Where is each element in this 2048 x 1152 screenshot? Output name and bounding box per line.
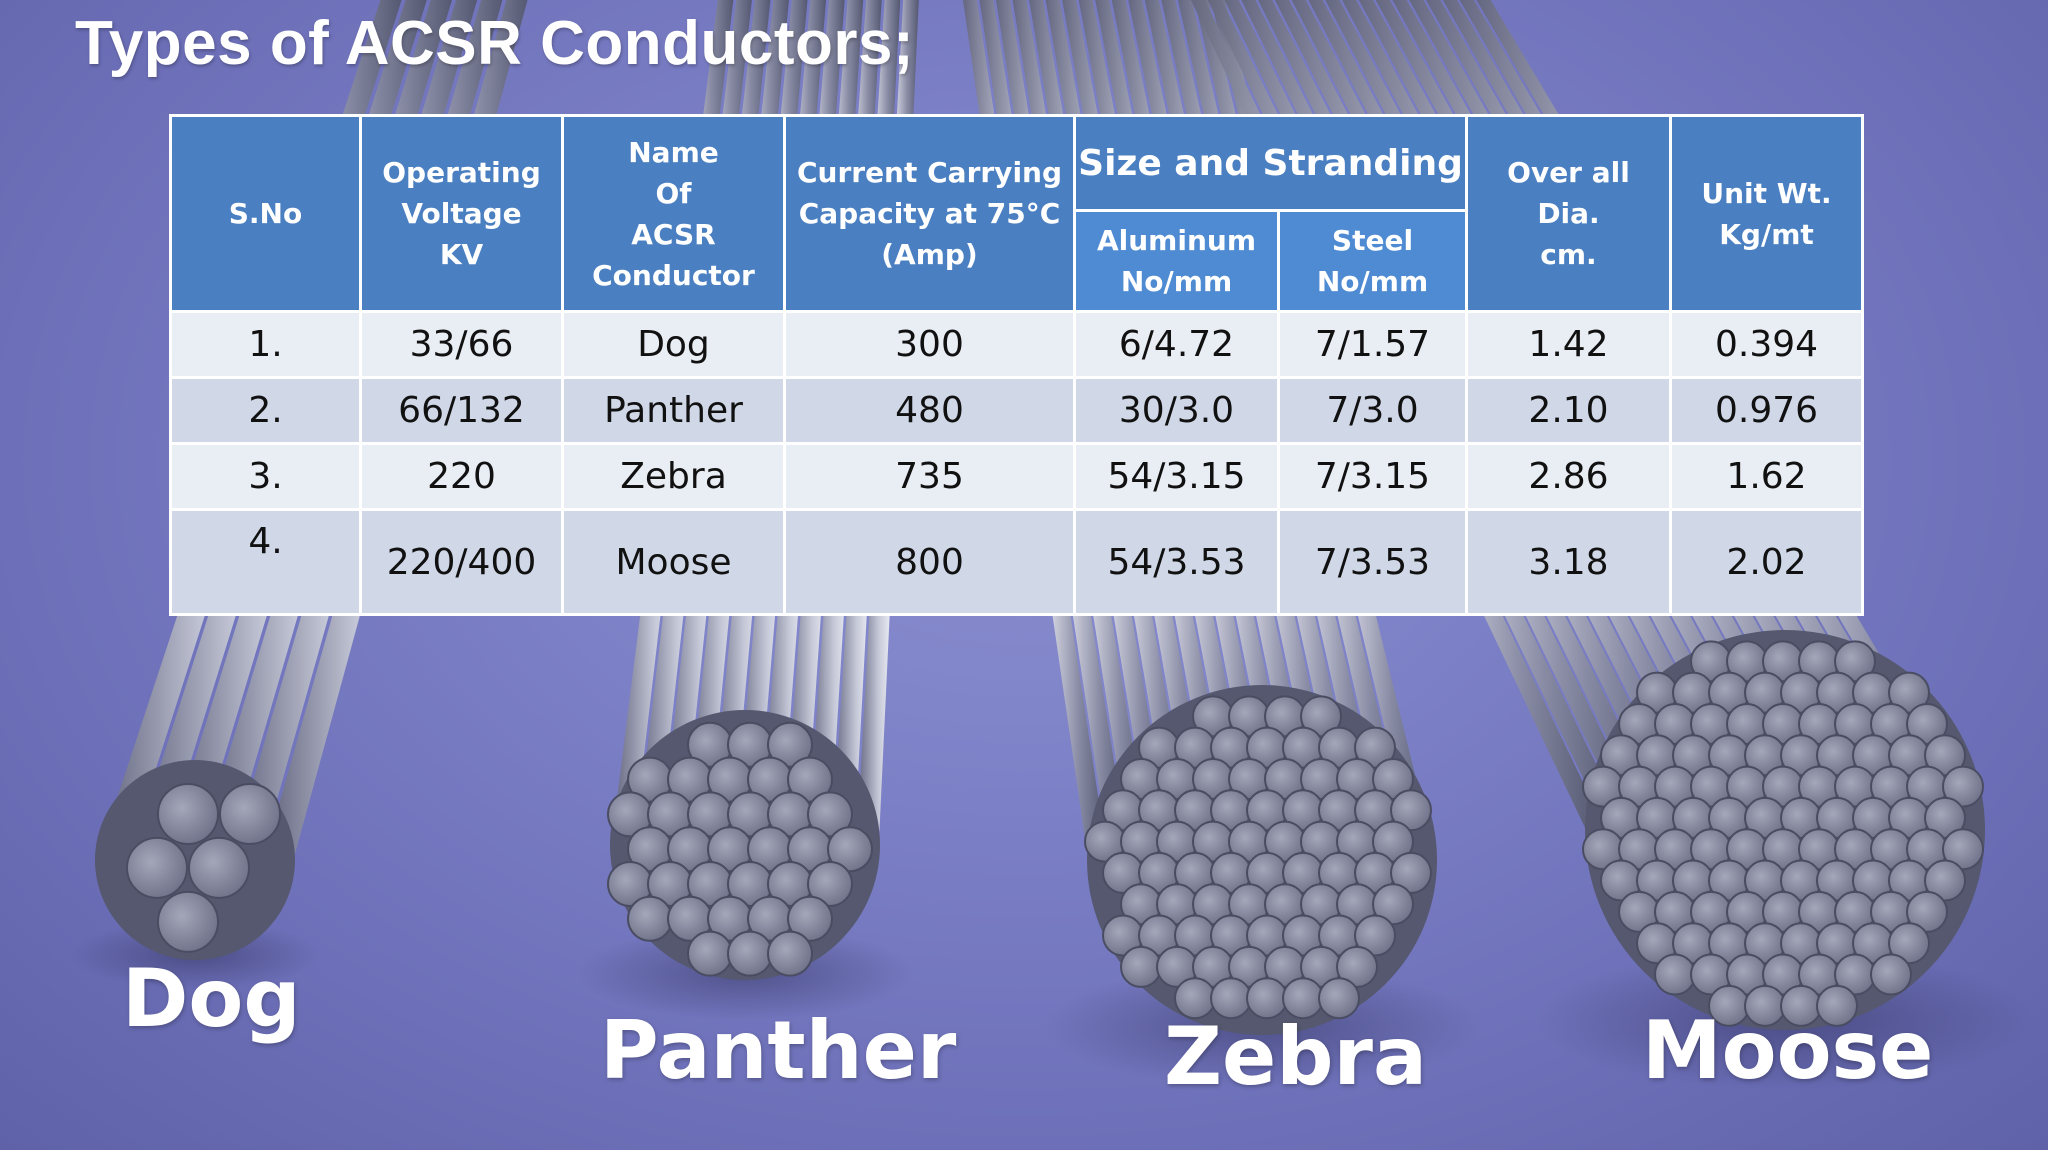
cell-dia: 1.42	[1465, 309, 1672, 380]
header-name: Name Of ACSR Conductor	[561, 114, 786, 313]
acsr-spec-table: S.No Operating Voltage KV Name Of ACSR C…	[169, 114, 1864, 616]
header-weight-text: Unit Wt. Kg/mt	[1701, 176, 1832, 251]
cell-name: Dog	[561, 309, 786, 380]
cell-steel: 7/1.57	[1277, 309, 1468, 380]
header-current-text: Current Carrying Capacity at 75°C (Amp)	[796, 156, 1063, 271]
table-row: 3. 220 Zebra 735 54/3.15 7/3.15 2.86 1.6…	[169, 442, 1864, 512]
header-voltage-text: Operating Voltage KV	[382, 156, 541, 271]
cell-weight: 1.62	[1669, 442, 1864, 512]
cell-dia: 3.18	[1465, 508, 1672, 616]
cell-aluminum: 6/4.72	[1073, 309, 1280, 380]
header-size-group: Size and Stranding	[1073, 114, 1468, 212]
cell-current: 735	[783, 442, 1076, 512]
cell-sno: 2.	[169, 376, 362, 446]
table-row: 4. 220/400 Moose 800 54/3.53 7/3.53 3.18…	[169, 508, 1864, 616]
cell-weight: 0.394	[1669, 309, 1864, 380]
header-name-text: Name Of ACSR Conductor	[592, 135, 755, 292]
cell-voltage: 66/132	[359, 376, 564, 446]
header-dia-text: Over all Dia. cm.	[1507, 156, 1630, 271]
cell-voltage: 220/400	[359, 508, 564, 616]
label-panther: Panther	[600, 1004, 957, 1097]
label-dog: Dog	[122, 952, 301, 1045]
cell-sno: 1.	[169, 309, 362, 380]
cell-name: Panther	[561, 376, 786, 446]
header-current: Current Carrying Capacity at 75°C (Amp)	[783, 114, 1076, 313]
cell-aluminum: 30/3.0	[1073, 376, 1280, 446]
header-weight: Unit Wt. Kg/mt	[1669, 114, 1864, 313]
cell-current: 300	[783, 309, 1076, 380]
cell-weight: 2.02	[1669, 508, 1864, 616]
cell-steel: 7/3.53	[1277, 508, 1468, 616]
cell-name: Zebra	[561, 442, 786, 512]
label-zebra: Zebra	[1164, 1010, 1427, 1103]
label-moose: Moose	[1642, 1004, 1934, 1097]
cell-aluminum: 54/3.15	[1073, 442, 1280, 512]
header-aluminum: Aluminum No/mm	[1073, 209, 1280, 313]
cell-steel: 7/3.0	[1277, 376, 1468, 446]
cell-voltage: 220	[359, 442, 564, 512]
table-row: 1. 33/66 Dog 300 6/4.72 7/1.57 1.42 0.39…	[169, 309, 1864, 380]
cell-weight: 0.976	[1669, 376, 1864, 446]
header-dia: Over all Dia. cm.	[1465, 114, 1672, 313]
header-size-group-text: Size and Stranding	[1078, 142, 1463, 184]
header-sno: S.No	[169, 114, 362, 313]
header-sno-text: S.No	[228, 197, 303, 230]
cell-name: Moose	[561, 508, 786, 616]
cell-sno: 4.	[169, 508, 362, 616]
cell-sno: 3.	[169, 442, 362, 512]
cell-current: 800	[783, 508, 1076, 616]
cell-voltage: 33/66	[359, 309, 564, 380]
table-row: 2. 66/132 Panther 480 30/3.0 7/3.0 2.10 …	[169, 376, 1864, 446]
header-voltage: Operating Voltage KV	[359, 114, 564, 313]
header-row: S.No Operating Voltage KV Name Of ACSR C…	[169, 114, 1864, 313]
subheader-row: Aluminum No/mm Steel No/mm	[171, 209, 1863, 313]
cell-current: 480	[783, 376, 1076, 446]
cell-dia: 2.86	[1465, 442, 1672, 512]
header-aluminum-text: Aluminum No/mm	[1096, 224, 1257, 298]
header-steel: Steel No/mm	[1277, 209, 1468, 313]
cell-dia: 2.10	[1465, 376, 1672, 446]
header-steel-text: Steel No/mm	[1316, 224, 1429, 298]
bottom-border	[0, 1150, 2048, 1152]
slide-title: Types of ACSR Conductors;	[75, 9, 915, 78]
cell-aluminum: 54/3.53	[1073, 508, 1280, 616]
cell-steel: 7/3.15	[1277, 442, 1468, 512]
